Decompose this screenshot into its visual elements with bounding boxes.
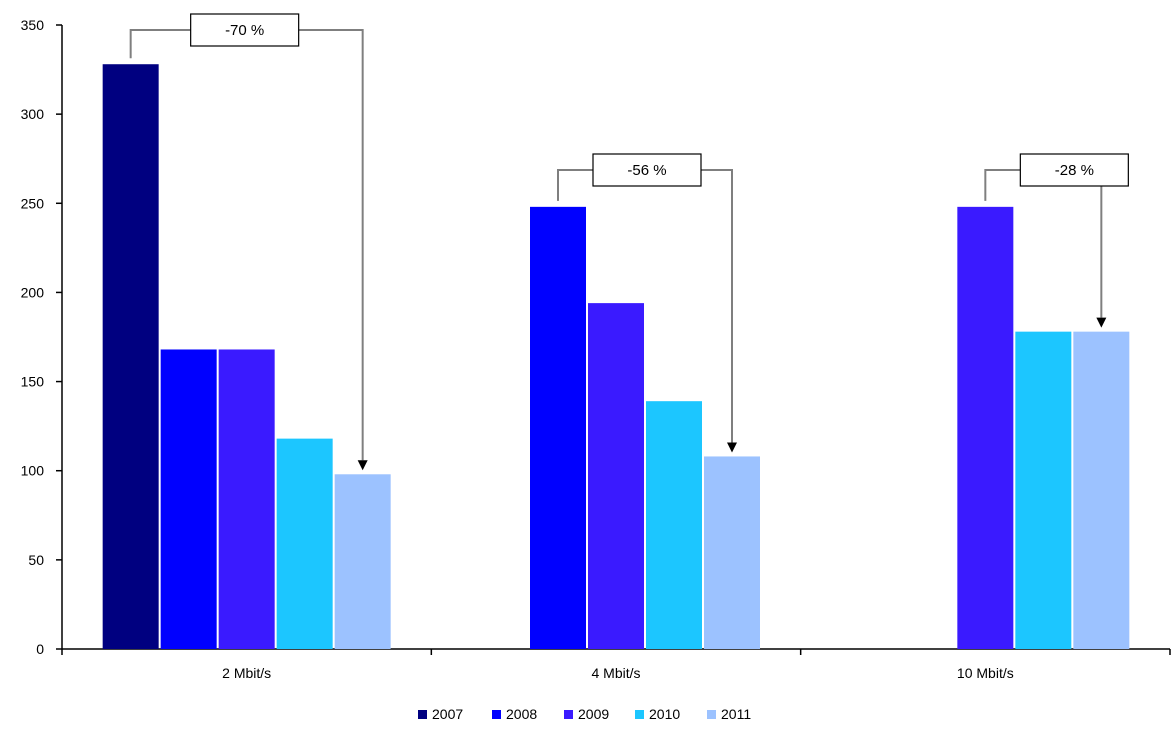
legend-swatch <box>707 710 716 719</box>
bar <box>957 206 1014 649</box>
change-annotation: -56 % <box>557 153 737 453</box>
bar <box>160 349 217 649</box>
annotation-label: -70 % <box>225 22 264 39</box>
x-tick-label: 10 Mbit/s <box>957 665 1014 681</box>
bar <box>646 401 702 649</box>
bar <box>704 456 760 649</box>
annotation-label: -28 % <box>1055 162 1094 179</box>
annotation-arrowhead <box>1096 317 1107 328</box>
annotation-label: -56 % <box>627 162 666 179</box>
annotation-box <box>190 13 300 47</box>
x-tick-label: 4 Mbit/s <box>591 665 640 681</box>
legend-item: 2007 <box>418 706 463 722</box>
y-tick-label: 150 <box>21 374 45 390</box>
y-tick-label: 100 <box>21 463 45 479</box>
legend-label: 2008 <box>506 706 537 722</box>
bar <box>334 474 391 649</box>
y-tick-label: 0 <box>36 641 44 657</box>
legend-label: 2011 <box>721 706 751 722</box>
bar <box>1015 331 1072 649</box>
bar <box>218 349 275 649</box>
legend-item: 2009 <box>564 706 609 722</box>
annotation-bracket-left <box>129 29 191 59</box>
change-annotation: -28 % <box>984 153 1129 328</box>
bar <box>1073 331 1130 649</box>
annotation-bracket-left <box>984 169 1021 201</box>
annotation-box <box>1019 153 1129 187</box>
annotation-arrowhead <box>727 442 737 453</box>
change-annotation: -70 % <box>129 13 368 471</box>
y-tick-label: 350 <box>21 17 45 33</box>
legend-label: 2007 <box>432 706 463 722</box>
bar <box>588 303 644 649</box>
legend-item: 2011 <box>707 706 751 722</box>
bar <box>530 206 586 649</box>
legend-swatch <box>492 710 501 719</box>
bars <box>102 64 1130 650</box>
legend-label: 2010 <box>649 706 680 722</box>
y-tick-label: 200 <box>21 284 45 300</box>
legend: 2007 2008 2009 2010 2011 <box>418 706 751 722</box>
annotation-bracket-right <box>1100 169 1129 318</box>
legend-label: 2009 <box>578 706 609 722</box>
annotations: -70 % -56 % -28 % <box>129 13 1129 471</box>
annotation-bracket-right <box>298 29 364 461</box>
bar <box>102 64 159 650</box>
y-tick-label: 50 <box>28 552 44 568</box>
bar <box>276 438 333 649</box>
legend-item: 2010 <box>635 706 680 722</box>
legend-swatch <box>564 710 573 719</box>
annotation-box <box>592 153 702 187</box>
annotation-arrowhead <box>357 460 368 471</box>
legend-item: 2008 <box>492 706 537 722</box>
y-tick-label: 250 <box>21 195 45 211</box>
annotation-bracket-left <box>557 169 593 201</box>
x-tick-label: 2 Mbit/s <box>222 665 271 681</box>
legend-swatch <box>418 710 427 719</box>
annotation-bracket-right <box>701 169 733 443</box>
legend-swatch <box>635 710 644 719</box>
y-tick-label: 300 <box>21 106 45 122</box>
